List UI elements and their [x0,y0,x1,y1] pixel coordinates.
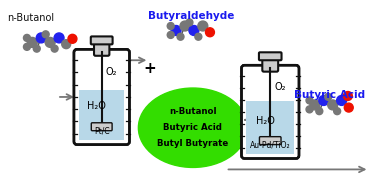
Text: H₂O: H₂O [256,116,274,126]
Circle shape [167,23,174,29]
Text: O₂: O₂ [275,82,286,92]
Circle shape [27,37,37,47]
Circle shape [206,28,214,37]
Text: Pt/C: Pt/C [94,126,110,135]
Circle shape [319,95,329,105]
Text: H₂O: H₂O [87,101,106,111]
Circle shape [36,33,46,43]
Text: Butyric Acid: Butyric Acid [163,123,222,132]
Circle shape [45,37,55,47]
Circle shape [198,21,208,31]
Circle shape [54,33,64,43]
FancyBboxPatch shape [74,49,129,145]
Text: Au-Pd/TiO₂: Au-Pd/TiO₂ [250,141,291,149]
Text: +: + [143,61,156,76]
Text: Butyric Acid: Butyric Acid [294,90,365,100]
Circle shape [186,19,193,26]
Circle shape [68,34,77,43]
Circle shape [171,26,181,36]
FancyBboxPatch shape [242,65,299,159]
Circle shape [325,93,332,100]
Circle shape [306,97,313,104]
Circle shape [51,45,58,52]
FancyBboxPatch shape [259,52,282,60]
Bar [246,101,294,154]
Text: Butyl Butyrate: Butyl Butyrate [157,139,229,148]
Bar [79,90,124,140]
Text: O₂: O₂ [106,67,117,77]
FancyBboxPatch shape [91,123,112,131]
Ellipse shape [138,88,248,167]
Circle shape [189,26,199,36]
FancyBboxPatch shape [259,137,281,145]
Circle shape [62,40,71,49]
Text: Butyraldehyde: Butyraldehyde [148,11,234,21]
Circle shape [343,92,352,100]
Circle shape [195,33,202,40]
Circle shape [306,106,313,113]
Circle shape [316,108,323,115]
Circle shape [180,21,190,31]
Circle shape [337,95,347,105]
Circle shape [310,100,320,110]
Circle shape [344,103,353,112]
FancyBboxPatch shape [91,36,113,44]
Circle shape [42,31,49,38]
Circle shape [334,108,341,115]
Text: n-Butanol: n-Butanol [169,107,217,116]
Circle shape [23,34,30,41]
Circle shape [23,43,30,50]
Text: n-Butanol: n-Butanol [7,13,54,23]
Circle shape [328,100,338,110]
Circle shape [177,33,184,40]
Circle shape [167,31,174,38]
Circle shape [33,45,40,52]
FancyBboxPatch shape [262,57,278,72]
FancyBboxPatch shape [94,41,109,56]
